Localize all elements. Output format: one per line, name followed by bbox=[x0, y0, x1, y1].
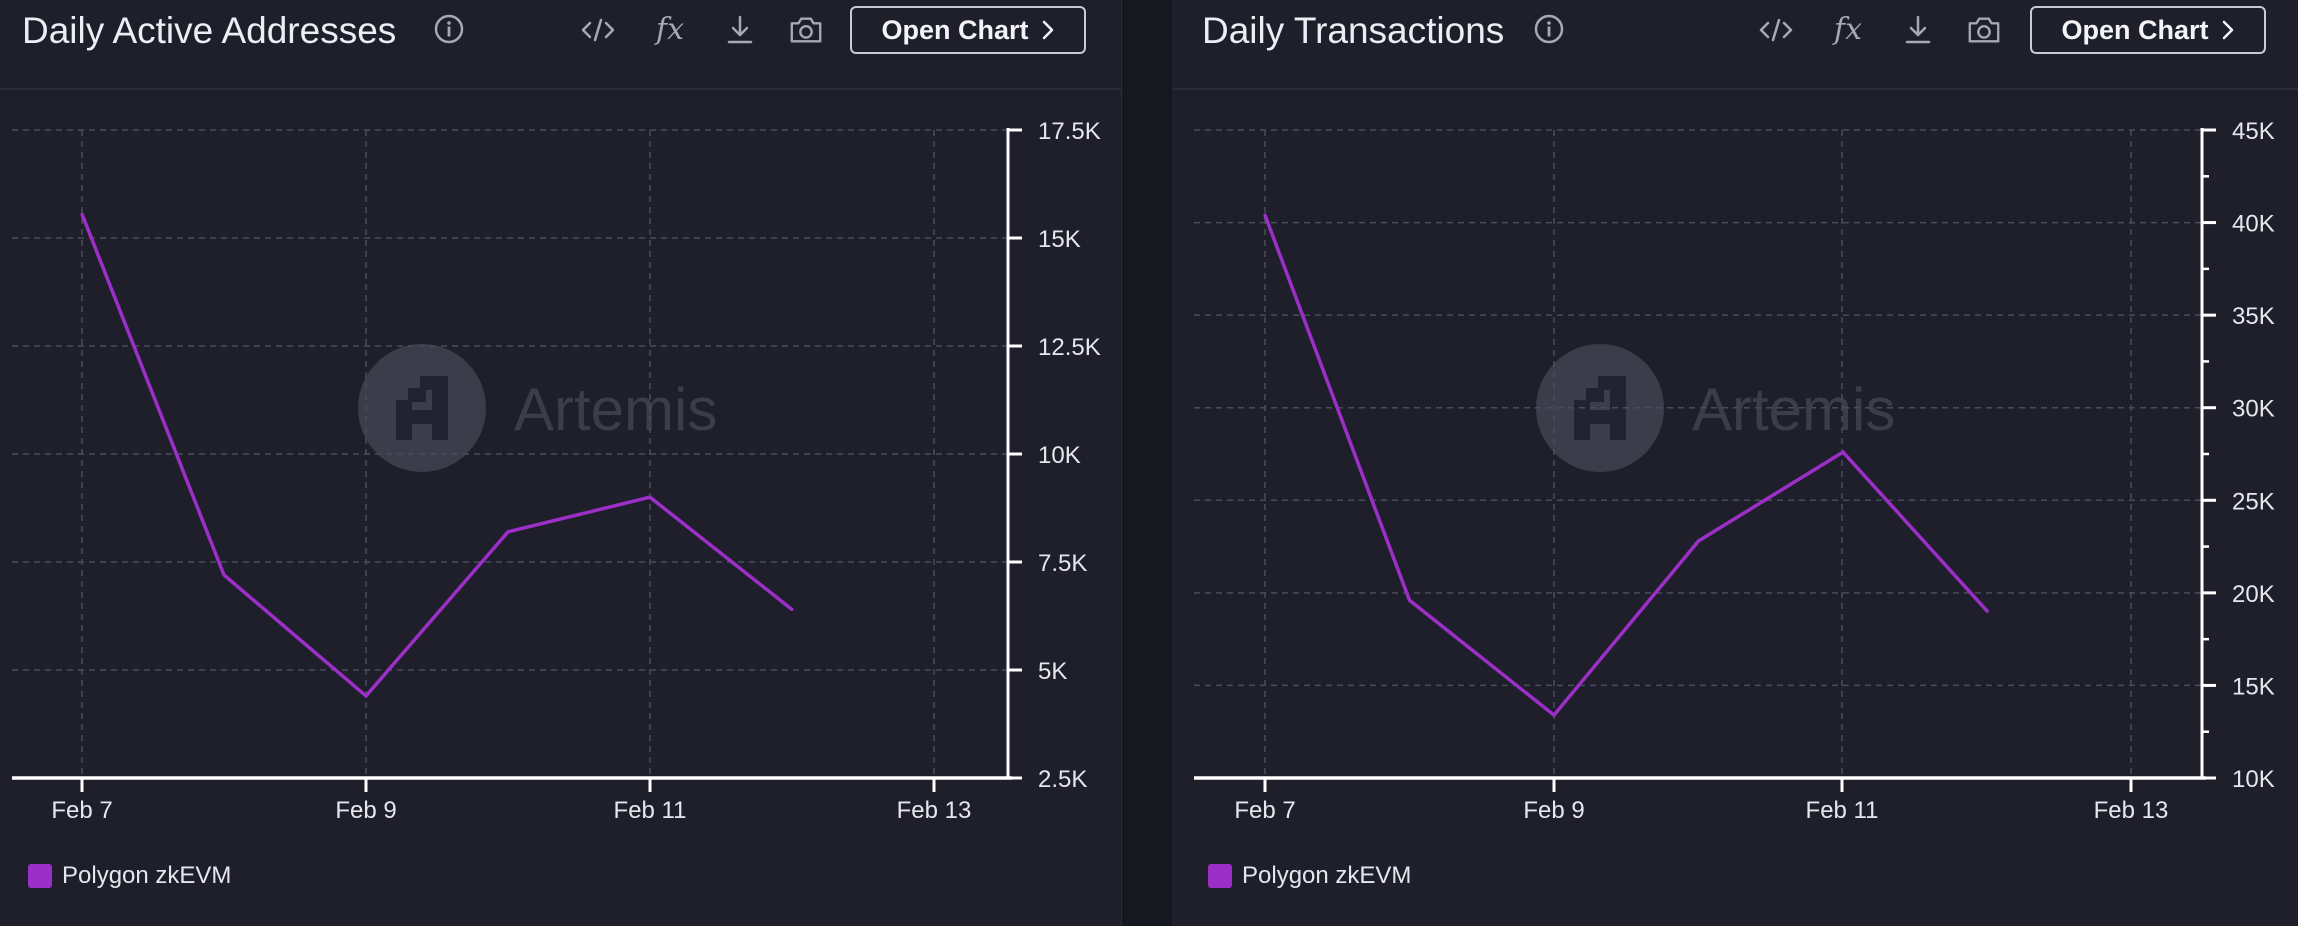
open-chart-label: Open Chart bbox=[881, 14, 1029, 45]
data-point[interactable] bbox=[1986, 609, 1989, 613]
fx-label: fx bbox=[655, 12, 685, 47]
line-chart-daily-transactions: Artemis 10K 15K 20K 25K 30K 35K 40K 45K Feb 7 Feb … bbox=[1194, 118, 2275, 824]
download-icon[interactable] bbox=[722, 12, 758, 48]
fx-icon[interactable]: fx bbox=[652, 12, 688, 48]
watermark-text: Artemis bbox=[514, 376, 717, 443]
y-tick-label: 2.5K bbox=[1038, 766, 1087, 793]
y-tick-label: 17.5K bbox=[1038, 118, 1101, 145]
x-tick-label: Feb 9 bbox=[1523, 797, 1584, 824]
data-point[interactable] bbox=[1552, 713, 1556, 717]
data-point[interactable] bbox=[222, 573, 226, 577]
open-chart-label: Open Chart bbox=[2061, 14, 2209, 45]
legend[interactable]: Polygon zkEVM bbox=[1208, 862, 1411, 890]
data-point[interactable] bbox=[1841, 450, 1845, 454]
data-point[interactable] bbox=[1408, 598, 1411, 602]
data-point[interactable] bbox=[790, 608, 794, 612]
y-tick-label: 30K bbox=[2232, 396, 2275, 423]
x-tick-label: Feb 11 bbox=[614, 797, 687, 824]
legend-swatch bbox=[28, 864, 52, 888]
x-tick-label: Feb 13 bbox=[2094, 797, 2169, 824]
x-tick-label: Feb 7 bbox=[51, 797, 112, 824]
artemis-logo-glyph bbox=[1574, 376, 1626, 440]
series-line[interactable] bbox=[1263, 214, 1989, 718]
x-tick-label: Feb 9 bbox=[335, 797, 396, 824]
line-chart-daily-active-addresses: Artemis 2.5K 5K 7.5K 10K 12.5K 15K 17.5K Feb 7 Fe… bbox=[12, 118, 1101, 824]
legend-label: Polygon zkEVM bbox=[62, 862, 232, 889]
open-chart-button[interactable]: Open Chart bbox=[850, 6, 1086, 54]
data-point[interactable] bbox=[1263, 213, 1267, 217]
artemis-logo-icon bbox=[358, 344, 486, 472]
y-tick-label: 12.5K bbox=[1038, 334, 1101, 361]
legend-label: Polygon zkEVM bbox=[1242, 862, 1412, 889]
info-icon[interactable] bbox=[434, 14, 464, 44]
y-tick-label: 25K bbox=[2232, 488, 2275, 515]
artemis-watermark: Artemis bbox=[358, 344, 717, 472]
open-chart-button[interactable]: Open Chart bbox=[2030, 6, 2266, 54]
y-tick-label: 20K bbox=[2232, 581, 2275, 608]
watermark-text: Artemis bbox=[1692, 376, 1895, 443]
series-line[interactable] bbox=[80, 213, 794, 699]
code-icon[interactable] bbox=[1758, 12, 1794, 48]
legend[interactable]: Polygon zkEVM bbox=[28, 862, 231, 890]
x-tick-label: Feb 7 bbox=[1234, 797, 1295, 824]
y-tick-label: 15K bbox=[1038, 226, 1081, 253]
info-icon[interactable] bbox=[1534, 14, 1564, 44]
data-point[interactable] bbox=[648, 495, 652, 499]
artemis-logo-icon bbox=[1536, 344, 1664, 472]
y-tick-label: 15K bbox=[2232, 673, 2275, 700]
chevron-right-icon bbox=[2222, 20, 2233, 40]
x-tick-label: Feb 13 bbox=[897, 797, 972, 824]
chevron-right-icon bbox=[1042, 20, 1053, 40]
fx-label: fx bbox=[1833, 12, 1863, 47]
chart-panel-daily-active-addresses: Daily Active Addresses fx Open Chart Art… bbox=[0, 0, 1122, 926]
download-icon[interactable] bbox=[1900, 12, 1936, 48]
data-point[interactable] bbox=[506, 530, 510, 534]
y-tick-label: 10K bbox=[1038, 442, 1081, 469]
y-tick-label: 5K bbox=[1038, 658, 1067, 685]
x-tick-label: Feb 11 bbox=[1806, 797, 1879, 824]
chart-title: Daily Transactions bbox=[1202, 10, 1505, 51]
y-tick-label: 45K bbox=[2232, 118, 2275, 145]
data-point[interactable] bbox=[1697, 539, 1700, 543]
y-tick-label: 35K bbox=[2232, 303, 2275, 330]
y-tick-label: 10K bbox=[2232, 766, 2275, 793]
camera-icon[interactable] bbox=[788, 12, 824, 48]
code-icon[interactable] bbox=[580, 12, 616, 48]
y-tick-label: 7.5K bbox=[1038, 550, 1087, 577]
chart-title: Daily Active Addresses bbox=[22, 10, 397, 51]
camera-icon[interactable] bbox=[1966, 12, 2002, 48]
fx-icon[interactable]: fx bbox=[1830, 12, 1866, 48]
panel-header: Daily Active Addresses fx Open Chart bbox=[0, 0, 1121, 90]
artemis-watermark: Artemis bbox=[1536, 344, 1895, 472]
data-point[interactable] bbox=[364, 694, 368, 698]
data-point[interactable] bbox=[80, 212, 84, 216]
panel-header: Daily Transactions fx Open Chart bbox=[1172, 0, 2298, 90]
chart-panel-daily-transactions: Daily Transactions fx Open Chart Artemis… bbox=[1172, 0, 2298, 926]
legend-swatch bbox=[1208, 864, 1232, 888]
artemis-logo-glyph bbox=[396, 376, 448, 440]
y-tick-label: 40K bbox=[2232, 211, 2275, 238]
